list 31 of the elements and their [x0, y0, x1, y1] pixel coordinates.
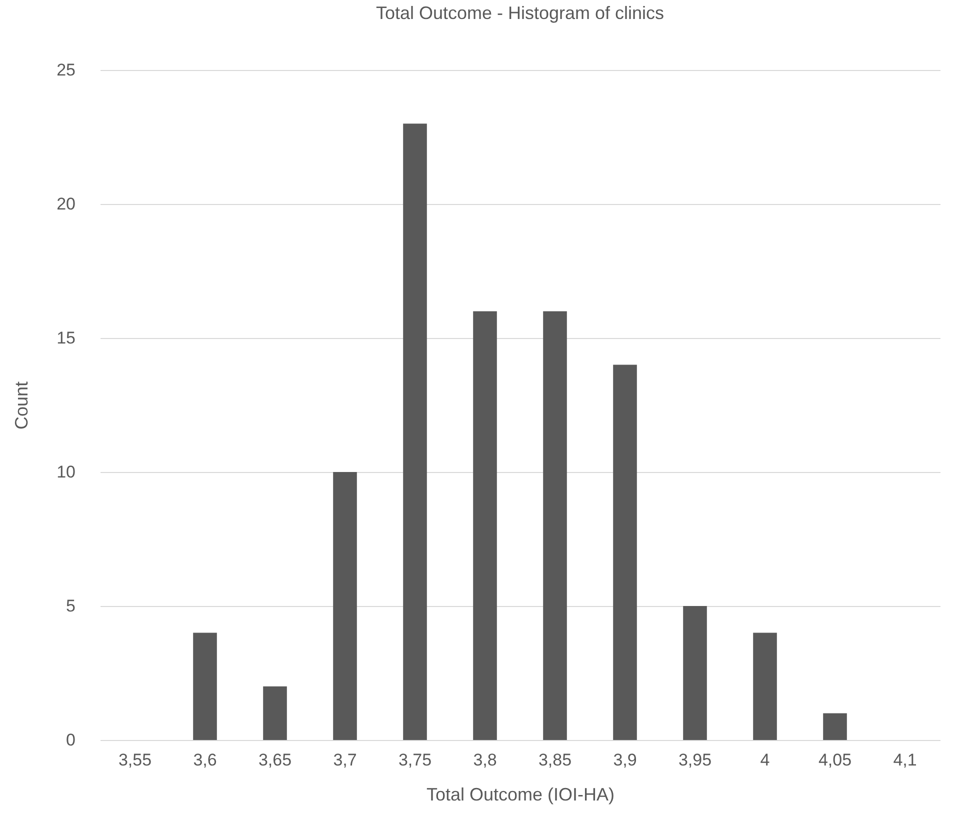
bar: [263, 686, 287, 740]
chart-title: Total Outcome - Histogram of clinics: [376, 3, 664, 23]
x-tick-label: 3,75: [398, 750, 432, 770]
y-axis-title: Count: [12, 381, 32, 430]
x-axis-title: Total Outcome (IOI-HA): [426, 784, 615, 804]
x-tick-label: 3,6: [193, 750, 217, 770]
x-tick-label: 3,9: [613, 750, 637, 770]
x-tick-label: 3,8: [473, 750, 497, 770]
bar: [613, 364, 637, 740]
x-tick-label: 4,05: [818, 750, 852, 770]
bar: [403, 124, 427, 740]
x-tick-label: 4,1: [893, 750, 917, 770]
x-tick-label: 4: [760, 750, 770, 770]
y-tick-label: 0: [66, 730, 76, 750]
y-tick-label: 25: [56, 60, 76, 80]
y-tick-label: 10: [56, 462, 76, 482]
bar: [683, 606, 707, 740]
x-tick-label: 3,85: [538, 750, 572, 770]
y-tick-label: 20: [56, 194, 76, 214]
x-tick-label: 3,7: [333, 750, 357, 770]
bar: [193, 632, 217, 740]
y-tick-label: 5: [66, 596, 76, 616]
bar: [473, 311, 497, 740]
bar: [753, 632, 777, 740]
x-tick-label: 3,55: [118, 750, 152, 770]
bar: [543, 311, 567, 740]
x-tick-label: 3,95: [678, 750, 712, 770]
bar: [333, 472, 357, 740]
bar: [823, 713, 847, 740]
y-tick-label: 15: [56, 328, 76, 348]
x-tick-label: 3,65: [258, 750, 292, 770]
